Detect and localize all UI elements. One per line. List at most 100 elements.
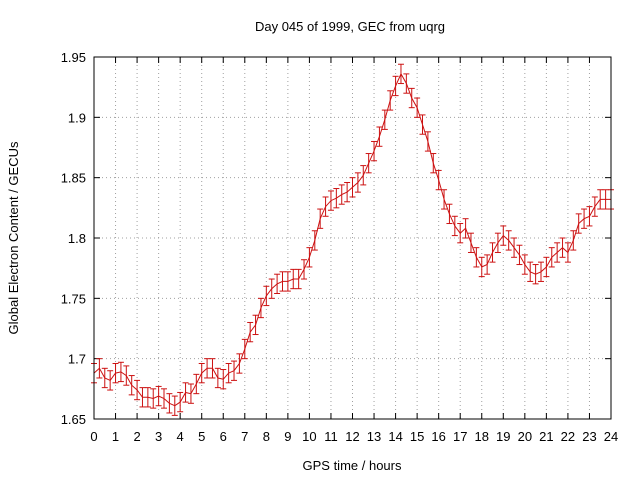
data-point — [177, 391, 184, 413]
data-point — [112, 362, 119, 384]
x-tick-label: 17 — [453, 429, 467, 444]
data-point — [537, 261, 544, 282]
data-point — [467, 232, 474, 253]
data-point — [419, 114, 426, 135]
x-tick-label: 14 — [388, 429, 402, 444]
x-tick-label: 16 — [431, 429, 445, 444]
x-tick-label: 19 — [496, 429, 510, 444]
data-point — [591, 196, 598, 217]
data-point — [128, 375, 135, 396]
data-point — [564, 242, 571, 263]
data-point — [349, 177, 356, 198]
tick-labels: 0 1 2 3 4 5 6 7 8 9 10 11 12 13 14 15 16 17 18 19 20 21 22 23 24… — [61, 50, 619, 444]
data-point — [414, 97, 421, 118]
data-point — [306, 247, 313, 268]
data-point — [403, 73, 410, 94]
data-point — [511, 237, 518, 258]
x-tick-label: 9 — [284, 429, 291, 444]
data-point — [500, 225, 507, 246]
data-point — [484, 254, 491, 275]
y-tick-label: 1.65 — [61, 412, 86, 427]
data-point — [532, 264, 539, 285]
x-tick-label: 18 — [475, 429, 489, 444]
data-point — [581, 208, 588, 229]
data-point — [441, 189, 448, 210]
x-tick-label: 6 — [220, 429, 227, 444]
data-point — [236, 353, 243, 374]
data-point — [408, 87, 415, 109]
data-point — [182, 382, 189, 403]
data-point — [290, 268, 297, 290]
data-point — [155, 385, 162, 407]
data-point — [521, 254, 528, 275]
data-series-gec — [91, 63, 614, 416]
axis-ticks — [93, 56, 612, 420]
data-point — [543, 256, 550, 278]
data-point — [397, 63, 404, 85]
x-tick-label: 22 — [561, 429, 575, 444]
data-point — [123, 365, 130, 386]
data-point — [107, 370, 114, 391]
x-tick-label: 5 — [198, 429, 205, 444]
data-point — [187, 383, 194, 404]
data-point — [505, 230, 512, 251]
data-point — [268, 278, 275, 299]
data-point — [586, 206, 593, 227]
data-point — [279, 271, 286, 292]
data-point — [241, 338, 248, 360]
data-point — [117, 361, 124, 383]
x-tick-label: 21 — [539, 429, 553, 444]
x-tick-label: 10 — [302, 429, 316, 444]
data-point — [204, 358, 211, 379]
data-point — [263, 285, 270, 307]
data-point — [570, 230, 577, 251]
data-point — [478, 256, 485, 278]
data-point — [96, 358, 103, 379]
data-point — [166, 393, 173, 414]
data-point — [559, 237, 566, 258]
x-tick-label: 23 — [582, 429, 596, 444]
data-point — [597, 189, 604, 210]
data-point — [139, 387, 146, 408]
x-tick-label: 3 — [155, 429, 162, 444]
x-tick-label: 2 — [133, 429, 140, 444]
data-point — [295, 268, 302, 290]
x-tick-label: 24 — [604, 429, 618, 444]
data-point — [252, 314, 259, 336]
y-tick-label: 1.95 — [61, 50, 86, 65]
y-axis-label: Global Electron Content / GECUs — [6, 141, 21, 334]
data-point — [376, 126, 383, 147]
data-point — [365, 153, 372, 174]
data-point — [446, 203, 453, 225]
x-axis-label: GPS time / hours — [303, 458, 402, 473]
data-point — [274, 273, 281, 295]
y-tick-label: 1.8 — [68, 231, 86, 246]
x-tick-label: 13 — [367, 429, 381, 444]
y-tick-label: 1.85 — [61, 171, 86, 186]
data-point — [360, 165, 367, 186]
data-point — [387, 90, 394, 111]
data-point — [333, 188, 340, 209]
data-point — [161, 388, 168, 409]
data-point — [392, 75, 399, 97]
x-tick-label: 8 — [263, 429, 270, 444]
data-point — [327, 190, 334, 211]
x-tick-label: 11 — [324, 429, 338, 444]
y-tick-label: 1.9 — [68, 110, 86, 125]
x-tick-label: 15 — [410, 429, 424, 444]
data-point — [301, 259, 308, 280]
data-point — [322, 196, 329, 217]
chart-title: Day 045 of 1999, GEC from uqrg — [255, 19, 445, 34]
data-point — [494, 232, 501, 253]
data-point — [371, 140, 378, 162]
data-point — [548, 247, 555, 268]
data-point — [193, 373, 200, 395]
x-tick-label: 1 — [112, 429, 119, 444]
data-point — [220, 369, 227, 390]
data-point — [489, 242, 496, 263]
data-point — [209, 358, 216, 379]
y-tick-label: 1.75 — [61, 291, 86, 306]
y-tick-label: 1.7 — [68, 352, 86, 367]
data-point — [516, 244, 523, 266]
data-point — [317, 208, 324, 229]
